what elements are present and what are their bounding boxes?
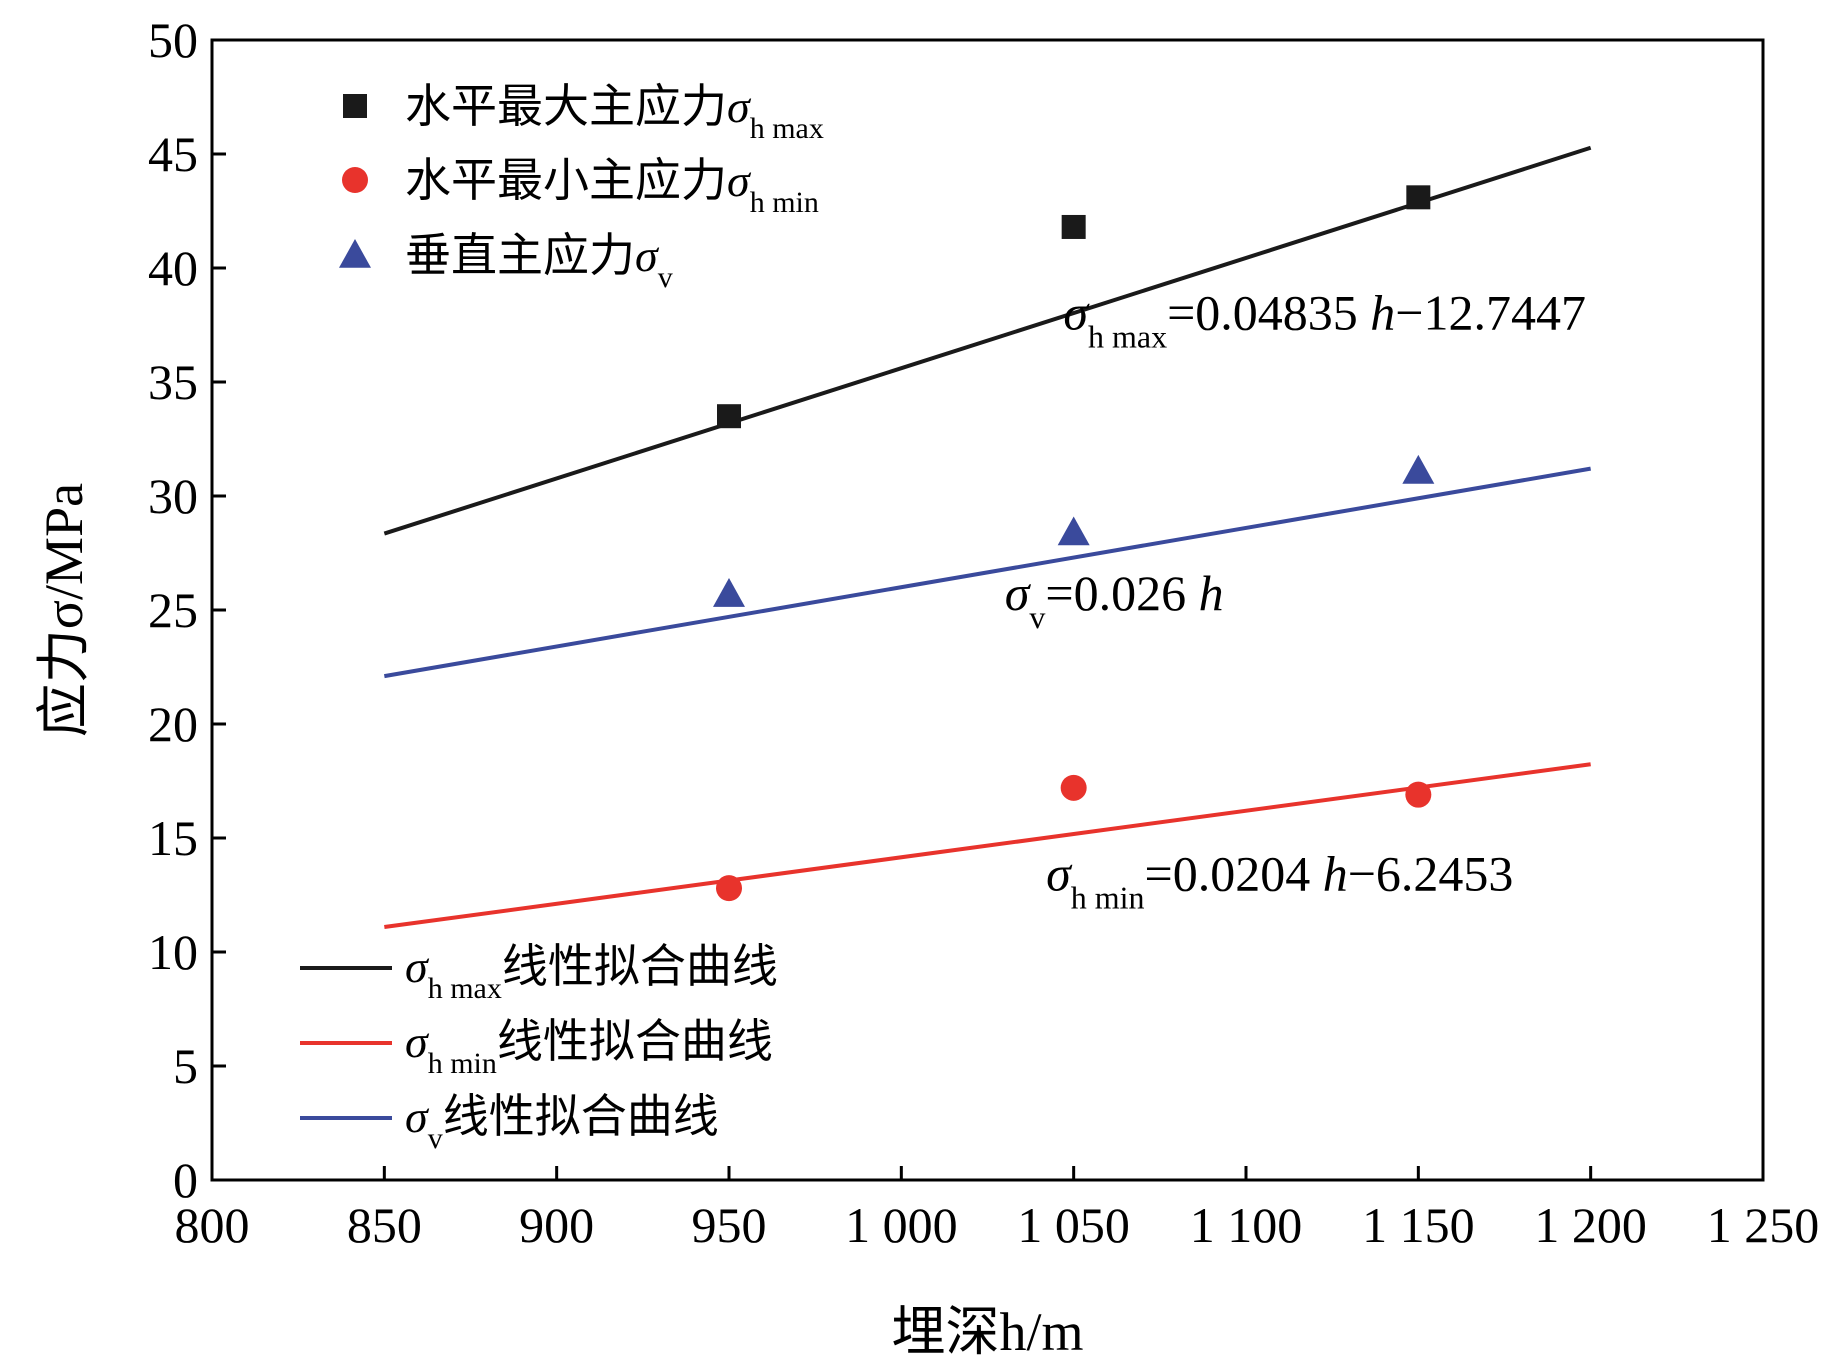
data-point: [1405, 781, 1432, 808]
x-tick-label: 1 200: [1534, 1197, 1647, 1253]
legend-marker: [342, 167, 368, 193]
x-tick-label: 800: [175, 1197, 250, 1253]
data-point: [1060, 774, 1087, 801]
x-tick-label: 850: [347, 1197, 422, 1253]
x-tick-label: 1 000: [845, 1197, 958, 1253]
equation-annotations: σh max=0.04835 h−12.7447 σv=0.026 h σh min…: [1005, 285, 1586, 916]
x-tick-label: 900: [519, 1197, 594, 1253]
data-point: [713, 578, 745, 607]
x-tick-label: 1 250: [1707, 1197, 1820, 1253]
x-tick-label: 950: [692, 1197, 767, 1253]
y-tick-label: 50: [148, 12, 198, 68]
equation-label: σh max=0.04835 h−12.7447: [1063, 285, 1586, 355]
data-point: [1406, 185, 1431, 210]
y-axis-ticks: 0 5 10 15 20 25 30 35 40 45 50: [148, 12, 226, 1208]
equation-label: σh min=0.0204 h−6.2453: [1046, 845, 1513, 915]
y-tick-label: 45: [148, 126, 198, 182]
fit-line: [384, 762, 1591, 930]
legend-label: 水平最大主应力σh max: [405, 81, 824, 145]
legend-marker: [339, 239, 371, 268]
legend-label: σh min线性拟合曲线: [405, 1016, 773, 1080]
data-point: [1057, 516, 1090, 546]
y-tick-label: 25: [148, 582, 198, 638]
y-tick-label: 0: [173, 1152, 198, 1208]
data-point: [716, 875, 742, 902]
y-tick-label: 35: [148, 354, 198, 410]
data-point: [717, 404, 741, 429]
x-axis-title: 埋深h/m: [891, 1302, 1083, 1362]
y-axis-title: 应力σ/MPa: [34, 483, 94, 737]
y-tick-label: 10: [148, 924, 198, 980]
legend-fit-lines: σh max线性拟合曲线 σh min线性拟合曲线 σv线性拟合曲线: [300, 941, 778, 1155]
data-points: [713, 185, 1435, 902]
legend-label: 垂直主应力σv: [405, 230, 673, 294]
y-tick-label: 40: [148, 240, 198, 296]
plot-frame: [210, 38, 1765, 1182]
legend-label: 水平最小主应力σh min: [405, 155, 819, 219]
x-tick-label: 1 100: [1190, 1197, 1303, 1253]
equation-label: σv=0.026 h: [1005, 565, 1224, 635]
fit-lines: [383, 145, 1592, 930]
x-axis-ticks: 800 850 900 950 1 000 1 050 1 100 1 150 1 200 1 2…: [175, 1166, 1820, 1253]
data-point: [1061, 214, 1086, 239]
y-tick-label: 20: [148, 696, 198, 752]
legend-label: σh max线性拟合曲线: [405, 941, 778, 1005]
legend-marker: [343, 94, 367, 118]
y-tick-label: 30: [148, 468, 198, 524]
fit-line: [383, 466, 1592, 679]
y-tick-label: 5: [173, 1038, 198, 1094]
fit-line: [383, 145, 1592, 536]
legend-label: σv线性拟合曲线: [405, 1091, 719, 1155]
data-point: [1402, 454, 1435, 484]
legend-markers: 水平最大主应力σh max 水平最小主应力σh min 垂直主应力σv: [339, 81, 824, 294]
x-tick-label: 1 050: [1017, 1197, 1130, 1253]
x-tick-label: 1 150: [1362, 1197, 1475, 1253]
y-tick-label: 15: [148, 810, 198, 866]
